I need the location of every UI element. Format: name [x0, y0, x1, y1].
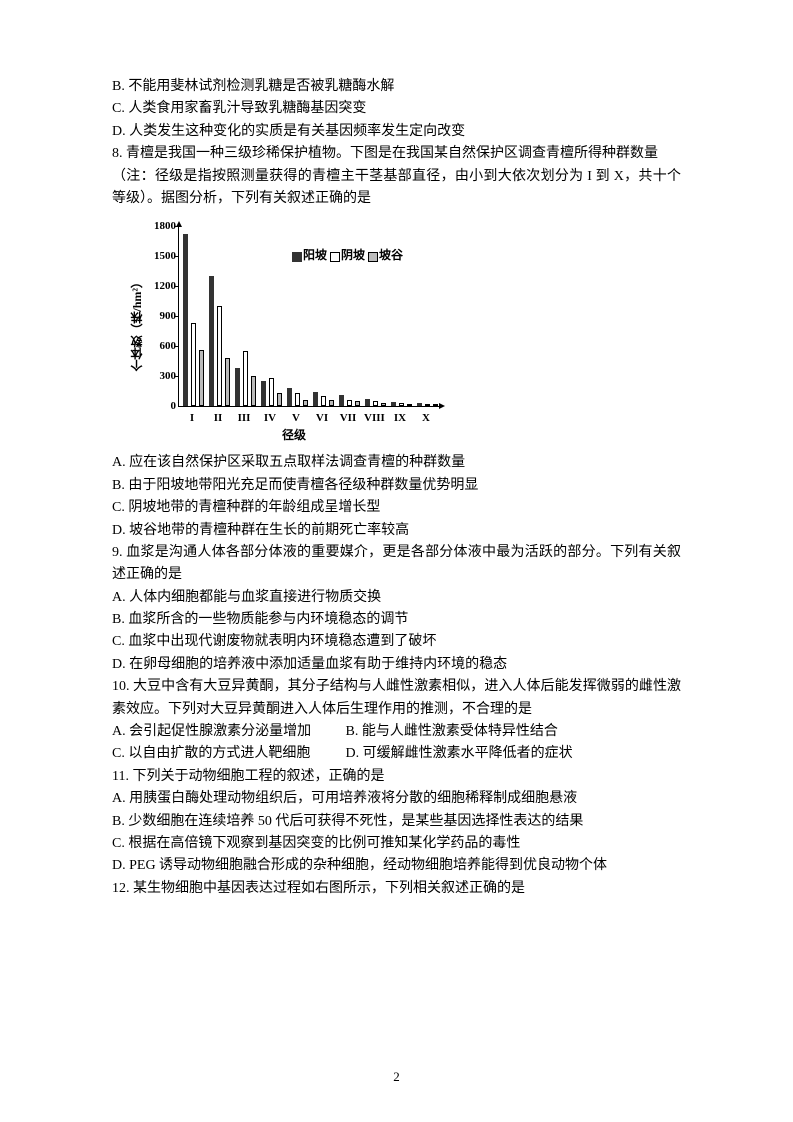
chart-bar-group: [339, 395, 360, 406]
q10-option-a: A. 会引起促性腺激素分泌量增加: [112, 721, 342, 743]
chart-x-label: IX: [390, 410, 410, 428]
q8-option-b: B. 由于阳坡地带阳光充足而使青檀各径级种群数量优势明显: [112, 475, 681, 497]
chart-bar: [269, 378, 274, 406]
chart-bar: [225, 358, 230, 406]
chart-x-label: X: [416, 410, 436, 428]
q10-stem: 10. 大豆中含有大豆异黄酮，其分子结构与人雌性激素相似，进入人体后能发挥微弱的…: [112, 676, 681, 721]
q8-option-c: C. 阴坡地带的青檀种群的年龄组成呈增长型: [112, 497, 681, 519]
chart-x-title: 径级: [282, 426, 306, 445]
chart-bar: [329, 400, 334, 406]
chart-bar: [261, 381, 266, 406]
chart-bar: [339, 395, 344, 406]
chart-bar: [391, 402, 396, 406]
q10-options-cd: C. 以自由扩散的方式进人靶细胞 D. 可缓解雌性激素水平降低者的症状: [112, 743, 681, 765]
chart-bar: [235, 368, 240, 406]
q8-option-a: A. 应在该自然保护区采取五点取样法调查青檀的种群数量: [112, 452, 681, 474]
legend-label: 阳坡: [303, 248, 330, 262]
chart-bar-group: [391, 402, 412, 406]
page-number: 2: [0, 1067, 793, 1088]
chart-x-label: II: [208, 410, 228, 428]
q11-option-c: C. 根据在高倍镜下观察到基因突变的比例可推知某化学药品的毒性: [112, 833, 681, 855]
chart-bar: [313, 392, 318, 406]
q8-stem-line2: （注：径级是指按照测量获得的青檀主干茎基部直径，由小到大依次划分为 I 到 X，…: [112, 166, 681, 211]
chart-y-axis-label: 个体数（株/hm²）: [128, 276, 147, 372]
chart-bar: [287, 388, 292, 406]
legend-swatch: [368, 252, 378, 262]
chart-x-label: IV: [260, 410, 280, 428]
chart-bar: [209, 276, 214, 406]
q10-option-b: B. 能与人雌性激素受体特异性结合: [346, 721, 558, 743]
chart-bar: [373, 401, 378, 406]
chart-bar-group: [287, 388, 308, 406]
chart-bar: [243, 351, 248, 406]
q9-stem: 9. 血浆是沟通人体各部分体液的重要媒介，更是各部分体液中最为活跃的部分。下列有…: [112, 542, 681, 587]
chart-bar-group: [235, 351, 256, 406]
chart-bar: [191, 323, 196, 406]
q8-chart: 个体数（株/hm²）0300600900120015001800IIIIIIIV…: [132, 216, 681, 446]
q9-option-a: A. 人体内细胞都能与血浆直接进行物质交换: [112, 587, 681, 609]
q10-option-d: D. 可缓解雌性激素水平降低者的症状: [346, 743, 573, 765]
q7-option-d: D. 人类发生这种变化的实质是有关基因频率发生定向改变: [112, 121, 681, 143]
q11-option-d: D. PEG 诱导动物细胞融合形成的杂种细胞，经动物细胞培养能得到优良动物个体: [112, 855, 681, 877]
chart-y-tick: 900: [152, 311, 176, 321]
chart-bar: [303, 400, 308, 406]
chart-bar-group: [261, 378, 282, 406]
chart-bar: [425, 404, 430, 406]
q11-option-b: B. 少数细胞在连续培养 50 代后可获得不死性，是某些基因选择性表达的结果: [112, 811, 681, 833]
q9-option-d: D. 在卵母细胞的培养液中添加适量血浆有助于维持内环境的稳态: [112, 654, 681, 676]
chart-bar: [199, 350, 204, 406]
chart-bar: [381, 403, 386, 406]
legend-label: 坡谷: [379, 248, 403, 262]
chart-bar: [277, 393, 282, 406]
chart-x-label: I: [182, 410, 202, 428]
chart-bar: [217, 306, 222, 406]
chart-x-label: VI: [312, 410, 332, 428]
chart-bar: [295, 393, 300, 406]
chart-x-label: VII: [338, 410, 358, 428]
chart-bar: [183, 234, 188, 406]
chart-bar: [321, 396, 326, 406]
chart-x-label: III: [234, 410, 254, 428]
legend-label: 阴坡: [341, 248, 368, 262]
chart-bar: [355, 401, 360, 406]
chart-y-tick: 1500: [152, 251, 176, 261]
chart-bar: [251, 376, 256, 406]
legend-swatch: [330, 252, 340, 262]
q8-option-d: D. 坡谷地带的青檀种群在生长的前期死亡率较高: [112, 520, 681, 542]
chart-legend: 阳坡 阴坡 坡谷: [292, 246, 403, 265]
q7-option-c: C. 人类食用家畜乳汁导致乳糖酶基因突变: [112, 98, 681, 120]
chart-bar: [365, 399, 370, 406]
legend-swatch: [292, 252, 302, 262]
page: B. 不能用斐林试剂检测乳糖是否被乳糖酶水解 C. 人类食用家畜乳汁导致乳糖酶基…: [0, 0, 793, 1122]
q12-stem: 12. 某生物细胞中基因表达过程如右图所示，下列相关叙述正确的是: [112, 878, 681, 900]
chart-bar: [399, 403, 404, 406]
chart-y-tick: 300: [152, 371, 176, 381]
chart-y-tick: 1200: [152, 281, 176, 291]
q10-options-ab: A. 会引起促性腺激素分泌量增加 B. 能与人雌性激素受体特异性结合: [112, 721, 681, 743]
q11-option-a: A. 用胰蛋白酶处理动物组织后，可用培养液将分散的细胞稀释制成细胞悬液: [112, 788, 681, 810]
q11-stem: 11. 下列关于动物细胞工程的叙述，正确的是: [112, 766, 681, 788]
chart-y-tick: 0: [152, 401, 176, 411]
q9-option-b: B. 血浆所含的一些物质能参与内环境稳态的调节: [112, 609, 681, 631]
chart-bar-group: [365, 399, 386, 406]
chart-bar: [433, 404, 438, 406]
chart-x-label: V: [286, 410, 306, 428]
q8-stem-line1: 8. 青檀是我国一种三级珍稀保护植物。下图是在我国某自然保护区调查青檀所得种群数…: [112, 143, 681, 165]
chart-bar-group: [183, 234, 204, 406]
q10-option-c: C. 以自由扩散的方式进人靶细胞: [112, 743, 342, 765]
chart-y-tick: 1800: [152, 221, 176, 231]
chart-y-tick: 600: [152, 341, 176, 351]
chart-bar-group: [313, 392, 334, 406]
chart-x-label: VIII: [364, 410, 384, 428]
chart-bar: [407, 404, 412, 406]
q9-option-c: C. 血浆中出现代谢废物就表明内环境稳态遭到了破坏: [112, 631, 681, 653]
chart-bar: [417, 403, 422, 406]
chart-bar-group: [209, 276, 230, 406]
chart-bar-group: [417, 403, 438, 406]
chart-bar: [347, 400, 352, 406]
q7-option-b: B. 不能用斐林试剂检测乳糖是否被乳糖酶水解: [112, 76, 681, 98]
